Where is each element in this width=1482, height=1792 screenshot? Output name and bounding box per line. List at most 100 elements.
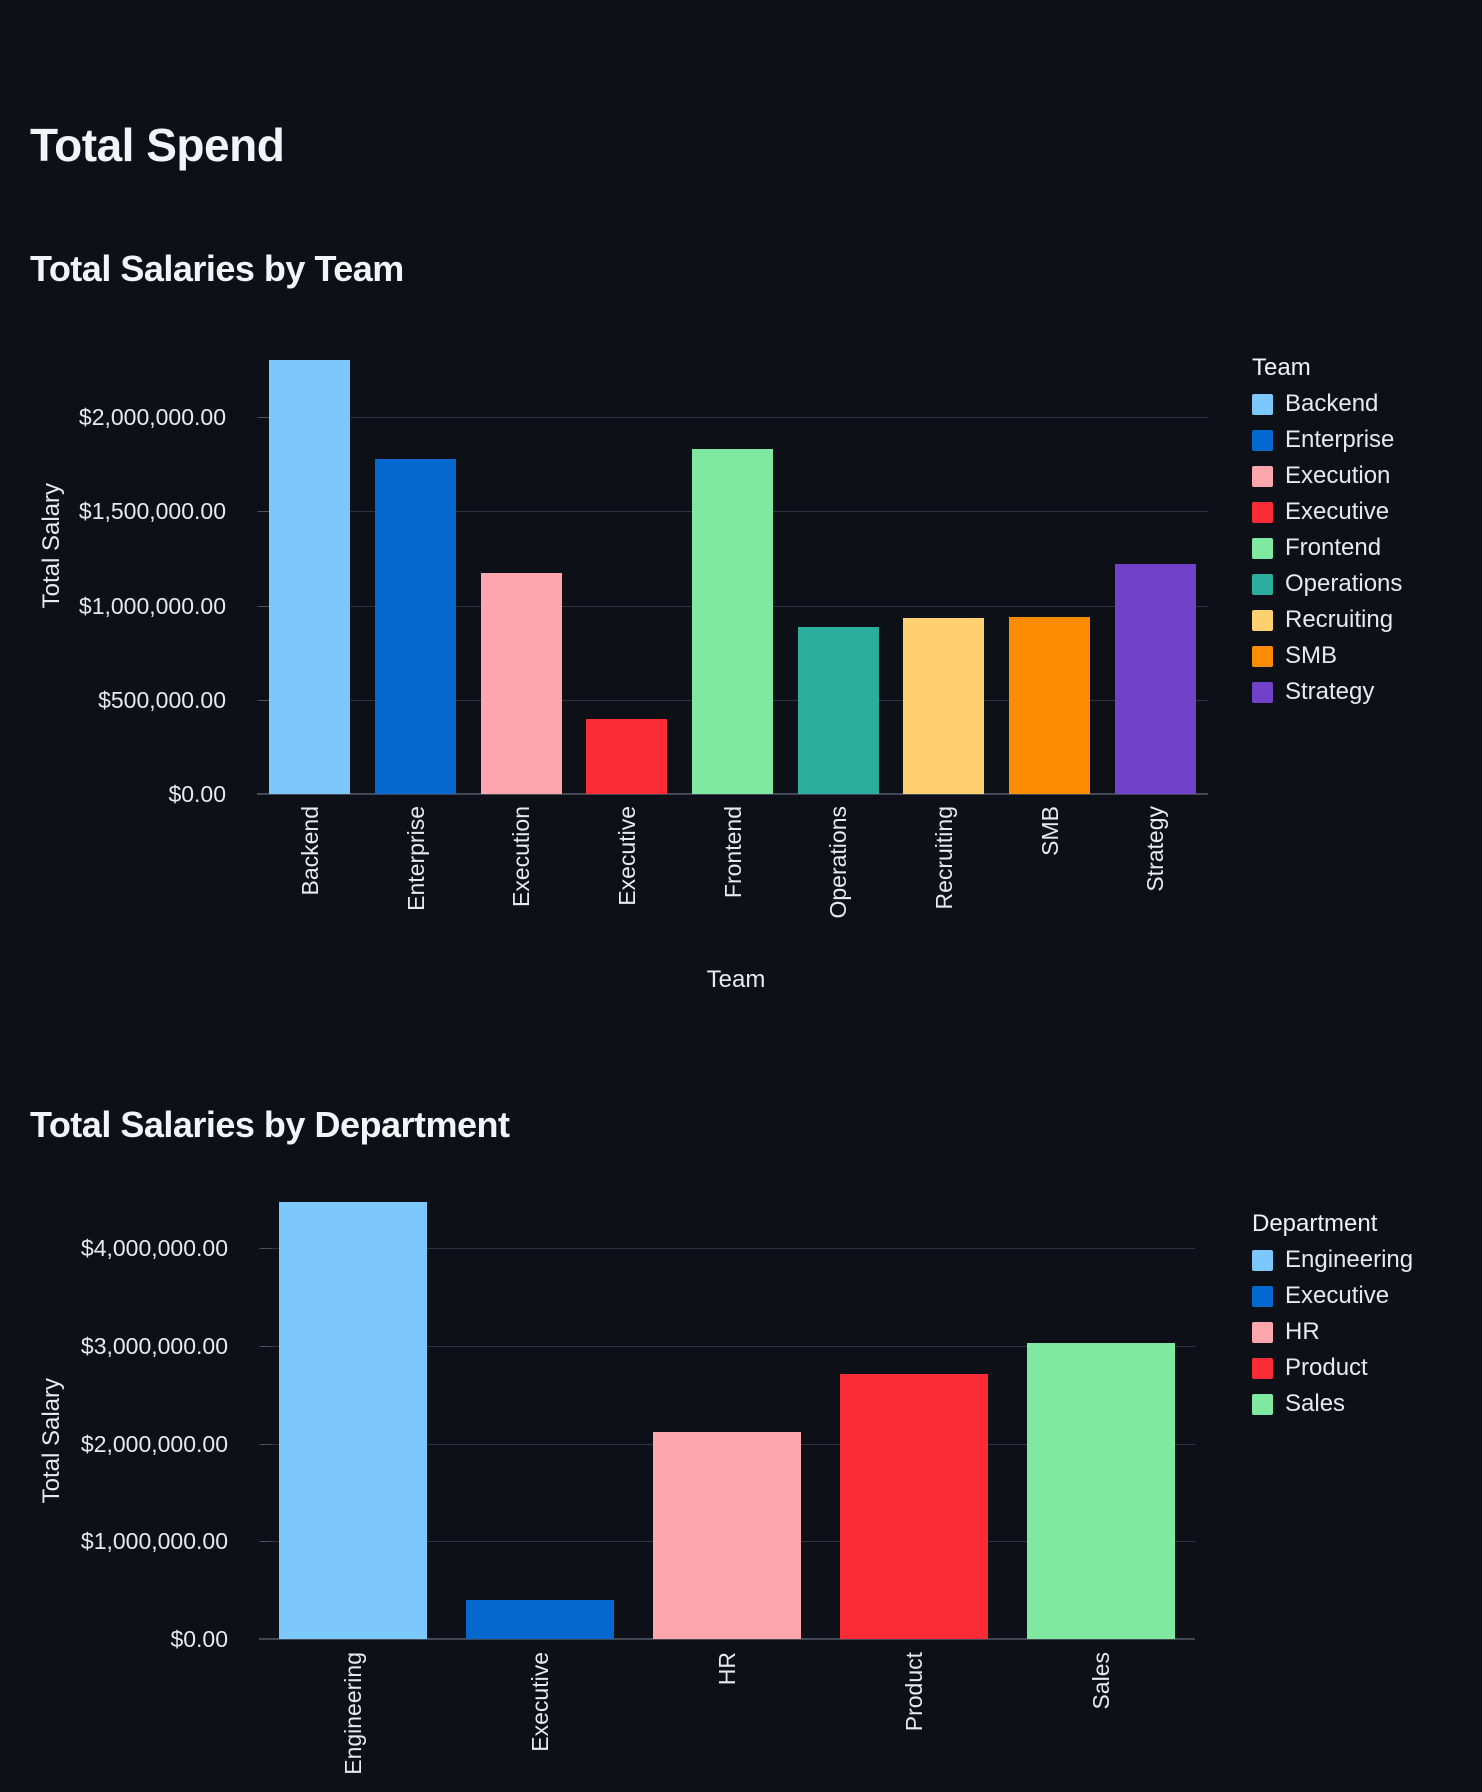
legend-swatch xyxy=(1252,645,1273,667)
legend-label: Operations xyxy=(1285,570,1403,597)
legend-label: Enterprise xyxy=(1285,426,1395,453)
legend-item-sales[interactable]: Sales xyxy=(1252,1386,1413,1422)
x-tick-label: Strategy xyxy=(1142,806,1168,892)
chart2-title: Total Salaries by Department xyxy=(30,1104,510,1145)
legend-swatch xyxy=(1252,501,1273,523)
legend-item-product[interactable]: Product xyxy=(1252,1350,1413,1386)
legend-label: Backend xyxy=(1285,390,1379,417)
x-axis-title: Team xyxy=(706,966,766,993)
y-axis-tick xyxy=(258,417,269,418)
bar-engineering[interactable] xyxy=(279,1202,427,1639)
page-title: Total Spend xyxy=(30,119,285,171)
legend-label: Executive xyxy=(1285,498,1390,525)
y-tick-label: $1,000,000.00 xyxy=(80,1528,228,1554)
legend-label: Frontend xyxy=(1285,534,1382,561)
legend: Department Engineering Executive HR Product S… xyxy=(1252,1206,1413,1422)
x-tick-label: Sales xyxy=(1088,1652,1114,1710)
x-axis-line xyxy=(257,793,1208,795)
bar-recruiting[interactable] xyxy=(903,618,984,794)
x-tick-label: HR xyxy=(714,1652,740,1686)
legend-label: Execution xyxy=(1285,462,1391,489)
legend-label: Engineering xyxy=(1285,1246,1414,1273)
legend-label: Recruiting xyxy=(1285,606,1394,633)
legend-item-smb[interactable]: SMB xyxy=(1252,638,1402,674)
y-axis-tick xyxy=(260,1346,271,1347)
legend-item-engineering[interactable]: Engineering xyxy=(1252,1242,1413,1278)
bar-backend[interactable] xyxy=(269,360,350,794)
y-axis-title: Total Salary xyxy=(38,1378,65,1504)
legend-swatch xyxy=(1252,1357,1273,1379)
bar-smb[interactable] xyxy=(1009,617,1090,794)
y-tick-label: $2,000,000.00 xyxy=(80,1431,228,1457)
legend-item-strategy[interactable]: Strategy xyxy=(1252,674,1402,710)
legend-label: HR xyxy=(1285,1318,1320,1345)
gridline xyxy=(259,1346,1195,1347)
y-axis-tick xyxy=(260,1541,271,1542)
legend-label: SMB xyxy=(1285,642,1338,669)
y-axis-tick xyxy=(260,1444,271,1445)
legend-item-recruiting[interactable]: Recruiting xyxy=(1252,602,1402,638)
legend-swatch xyxy=(1252,1321,1273,1343)
legend-label: Product xyxy=(1285,1354,1368,1381)
y-tick-label: $3,000,000.00 xyxy=(80,1333,228,1359)
bar-strategy[interactable] xyxy=(1115,564,1196,794)
legend-title: Team xyxy=(1252,354,1311,381)
legend: Team Backend Enterprise Execution Executive F… xyxy=(1252,350,1402,710)
legend-item-backend[interactable]: Backend xyxy=(1252,386,1402,422)
legend-item-operations[interactable]: Operations xyxy=(1252,566,1402,602)
legend-swatch xyxy=(1252,1393,1273,1415)
x-tick-label: SMB xyxy=(1037,806,1063,856)
legend-item-executive[interactable]: Executive xyxy=(1252,1278,1413,1314)
bar-hr[interactable] xyxy=(653,1432,801,1639)
x-tick-label: Product xyxy=(901,1652,927,1732)
legend-item-frontend[interactable]: Frontend xyxy=(1252,530,1402,566)
legend-swatch xyxy=(1252,681,1273,703)
bar-frontend[interactable] xyxy=(692,449,773,794)
legend-label: Executive xyxy=(1285,1282,1390,1309)
legend-swatch xyxy=(1252,465,1273,487)
bar-enterprise[interactable] xyxy=(375,459,456,794)
x-tick-label: Executive xyxy=(527,1652,553,1752)
legend-swatch xyxy=(1252,429,1273,451)
y-tick-label: $1,000,000.00 xyxy=(78,593,226,619)
y-tick-label: $0.00 xyxy=(168,781,226,807)
y-axis-tick xyxy=(260,1248,271,1249)
bar-sales[interactable] xyxy=(1027,1343,1175,1639)
chart1-title: Total Salaries by Team xyxy=(30,248,404,289)
y-tick-label: $500,000.00 xyxy=(98,687,226,713)
legend-swatch xyxy=(1252,1249,1273,1271)
y-axis-tick xyxy=(258,606,269,607)
bar-product[interactable] xyxy=(840,1374,988,1639)
y-axis-tick xyxy=(258,700,269,701)
legend-title: Department xyxy=(1252,1210,1378,1237)
bar-operations[interactable] xyxy=(798,627,879,794)
gridline xyxy=(259,1248,1195,1249)
bar-executive[interactable] xyxy=(586,719,667,794)
x-tick-label: Executive xyxy=(614,806,640,906)
legend-swatch xyxy=(1252,537,1273,559)
bar-executive[interactable] xyxy=(466,1600,614,1639)
x-tick-label: Execution xyxy=(508,806,534,908)
x-tick-label: Recruiting xyxy=(931,806,957,910)
legend-swatch xyxy=(1252,609,1273,631)
x-tick-label: Enterprise xyxy=(403,806,429,911)
gridline xyxy=(257,417,1208,418)
legend-item-enterprise[interactable]: Enterprise xyxy=(1252,422,1402,458)
y-tick-label: $0.00 xyxy=(170,1626,228,1652)
x-tick-label: Frontend xyxy=(720,806,746,899)
legend-item-executive[interactable]: Executive xyxy=(1252,494,1402,530)
legend-label: Strategy xyxy=(1285,678,1375,705)
legend-swatch xyxy=(1252,573,1273,595)
x-tick-label: Backend xyxy=(297,806,323,896)
y-axis-title: Total Salary xyxy=(38,483,65,609)
y-tick-label: $1,500,000.00 xyxy=(78,498,226,524)
legend-item-execution[interactable]: Execution xyxy=(1252,458,1402,494)
legend-swatch xyxy=(1252,1285,1273,1307)
legend-label: Sales xyxy=(1285,1390,1346,1417)
x-tick-label: Engineering xyxy=(340,1652,366,1775)
y-tick-label: $2,000,000.00 xyxy=(78,404,226,430)
legend-item-hr[interactable]: HR xyxy=(1252,1314,1413,1350)
x-tick-label: Operations xyxy=(825,806,851,919)
bar-execution[interactable] xyxy=(481,573,562,794)
